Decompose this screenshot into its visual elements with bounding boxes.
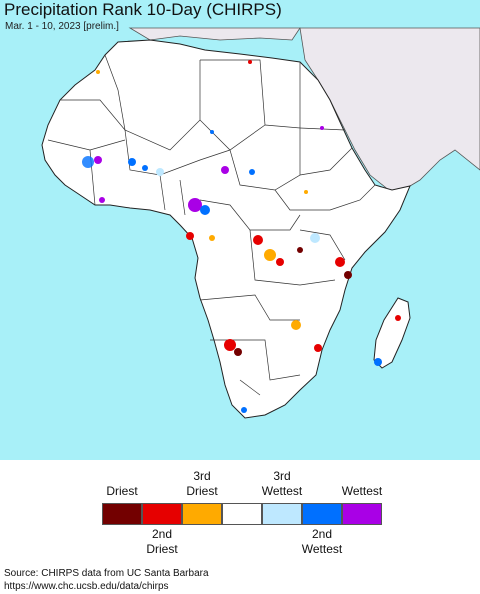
legend-swatch-4 bbox=[222, 503, 262, 525]
legend-swatch-5 bbox=[262, 503, 302, 525]
legend-swatch-3 bbox=[182, 503, 222, 525]
legend-top-label-7: Wettest bbox=[341, 484, 383, 498]
madagascar bbox=[373, 297, 411, 369]
europe-landmass bbox=[128, 27, 301, 41]
legend-swatch-2 bbox=[142, 503, 182, 525]
legend-top-label-3: 3rd Driest bbox=[186, 469, 218, 498]
legend-top-label-1: Driest bbox=[106, 484, 138, 498]
source-line-1: Source: CHIRPS data from UC Santa Barbar… bbox=[4, 568, 209, 579]
legend-bottom-label-6: 2nd Wettest bbox=[301, 527, 343, 556]
legend-swatch-1 bbox=[102, 503, 142, 525]
map-title: Precipitation Rank 10-Day (CHIRPS) bbox=[4, 0, 282, 19]
source-line-2: https://www.chc.ucsb.edu/data/chirps bbox=[4, 581, 169, 592]
legend-top-label-5: 3rd Wettest bbox=[261, 469, 303, 498]
map-subtitle: Mar. 1 - 10, 2023 [prelim.] bbox=[5, 21, 119, 32]
wet-patches bbox=[82, 126, 382, 413]
africa-map bbox=[41, 27, 480, 419]
map-panel: Precipitation Rank 10-Day (CHIRPS) Mar. … bbox=[0, 0, 480, 460]
legend-swatch-6 bbox=[302, 503, 342, 525]
legend-bottom-label-2: 2nd Driest bbox=[146, 527, 178, 556]
legend-swatch-7 bbox=[342, 503, 382, 525]
africa-landmass bbox=[41, 39, 411, 419]
dry-patches bbox=[96, 60, 401, 356]
